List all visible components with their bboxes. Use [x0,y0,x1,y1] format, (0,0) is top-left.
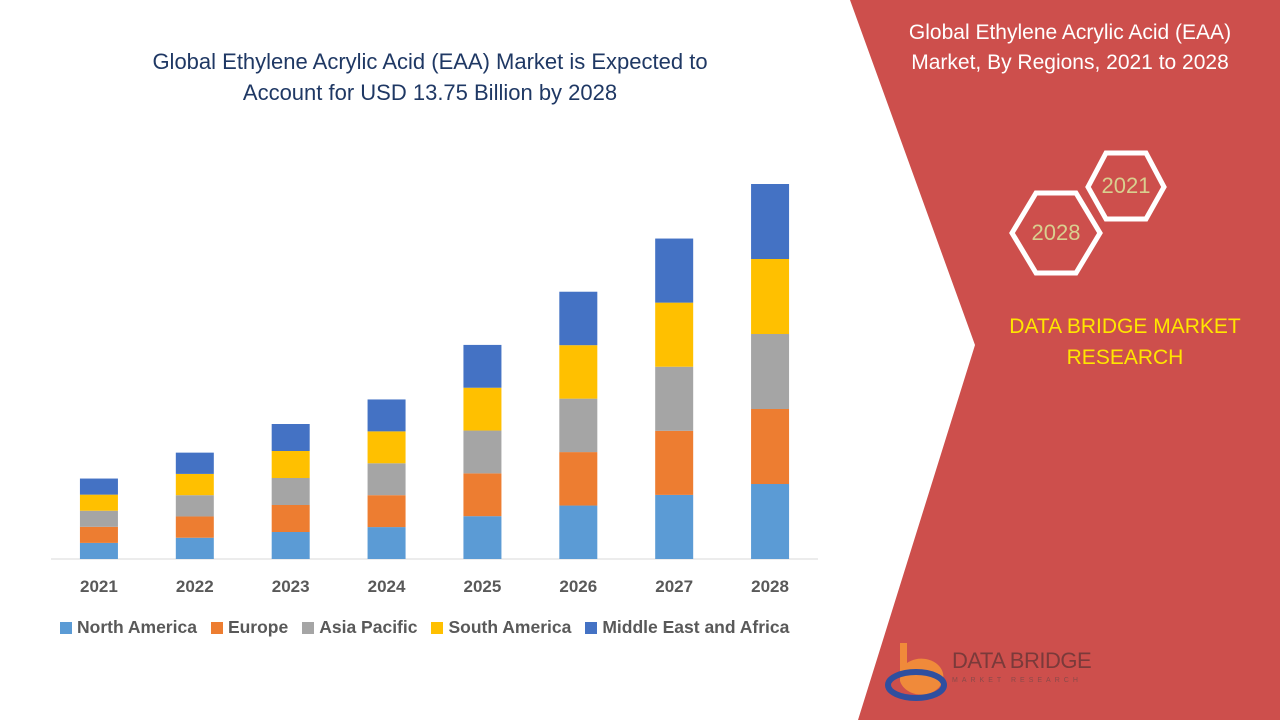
bar-segment-south-america-2026 [559,345,598,399]
legend-item: Europe [210,617,289,638]
legend-swatch [585,621,598,634]
legend-label: Europe [227,617,289,637]
bar-segment-middle-east-and-africa-2021 [79,478,118,495]
legend-item: South America [431,617,571,638]
bar-segment-middle-east-and-africa-2025 [463,344,502,388]
chart-legend: North America Europe Asia Pacific South Ame… [60,617,789,638]
bar-segment-europe-2028 [751,409,790,484]
legend-item: Middle East and Africa [585,617,789,638]
side-title-line-1: Global Ethylene Acrylic Acid (EAA) [908,21,1232,44]
red-side-panel [850,0,1280,720]
title-line-1: Global Ethylene Acrylic Acid (EAA) Marke… [152,49,708,74]
x-tick-label: 2027 [655,577,693,596]
x-tick-label: 2023 [272,577,310,596]
hexagon-2028 [1009,190,1103,276]
hex-label-2028: 2028 [1031,220,1081,245]
legend-label: Asia Pacific [319,617,418,637]
legend-item: North America [60,617,197,638]
bar-segment-europe-2024 [367,495,406,528]
bar-segment-south-america-2025 [463,387,502,431]
brand-text: DATA BRIDGE MARKET RESEARCH [975,311,1275,373]
bar-segment-asia-pacific-2025 [463,430,502,474]
bar-segment-north-america-2028 [751,484,790,559]
side-title: Global Ethylene Acrylic Acid (EAA) Marke… [870,18,1270,78]
x-tick-label: 2025 [464,577,502,596]
bar-segment-middle-east-and-africa-2028 [751,184,790,259]
bar-segment-north-america-2023 [271,532,310,559]
bar-segment-middle-east-and-africa-2022 [175,452,214,474]
bar-segment-south-america-2024 [367,431,406,464]
bar-segment-north-america-2026 [559,505,598,559]
chart-title: Global Ethylene Acrylic Acid (EAA) Marke… [60,46,800,108]
bar-segment-north-america-2024 [367,527,406,559]
bar-segment-north-america-2021 [79,542,118,559]
side-title-line-2: Market, By Regions, 2021 to 2028 [911,51,1229,74]
logo-icon [885,643,947,701]
chart-plot-area: 2021 2022 2023 2024 2025 2026 2027 2028 [51,184,818,596]
bar-segment-asia-pacific-2022 [175,495,214,517]
bar-segment-asia-pacific-2023 [271,478,310,505]
logo-subtext: MARKET RESEARCH [952,677,1082,684]
bar-segment-europe-2021 [79,526,118,543]
x-tick-label: 2024 [368,577,406,596]
bar-segment-asia-pacific-2028 [751,334,790,409]
bar-segment-europe-2027 [655,430,694,495]
legend-label: South America [448,617,572,637]
legend-swatch [210,621,223,634]
bar-segment-south-america-2028 [751,259,790,334]
x-tick-label: 2021 [80,577,118,596]
legend-swatch [60,621,72,634]
bar-segment-asia-pacific-2021 [79,510,118,527]
logo-text: DATA BRIDGE [952,648,1092,673]
bar-segment-south-america-2022 [175,473,214,496]
hexagon-2021 [1085,150,1167,222]
x-tick-label: 2022 [176,577,214,596]
legend-label: North America [77,617,197,637]
bar-segment-north-america-2022 [175,537,214,559]
bar-segment-europe-2026 [559,452,598,506]
bar-segment-middle-east-and-africa-2023 [271,424,310,451]
legend-swatch [431,621,444,634]
brand-line-2: RESEARCH [1066,346,1184,369]
hex-label-2021: 2021 [1101,173,1151,198]
x-tick-label: 2026 [559,577,597,596]
legend-item: Asia Pacific [302,617,417,638]
legend-swatch [302,621,315,634]
bar-segment-europe-2023 [271,505,310,532]
legend-label: Middle East and Africa [602,617,790,637]
bar-segment-south-america-2023 [271,451,310,478]
bar-segment-europe-2025 [463,473,502,517]
bar-segment-middle-east-and-africa-2024 [367,399,406,432]
bar-segment-asia-pacific-2027 [655,366,694,431]
bar-segment-north-america-2025 [463,516,502,559]
bar-segment-asia-pacific-2024 [367,463,406,496]
brand-line-1: DATA BRIDGE MARKET [1009,315,1241,338]
bar-segment-asia-pacific-2026 [559,398,598,453]
bar-segment-europe-2022 [175,516,214,538]
bar-segment-south-america-2021 [79,494,118,511]
title-line-2: Account for USD 13.75 Billion by 2028 [242,80,618,105]
bar-segment-south-america-2027 [655,302,694,367]
x-tick-label: 2028 [751,577,789,596]
bar-segment-north-america-2027 [655,494,694,559]
bar-segment-middle-east-and-africa-2026 [559,291,598,346]
bar-segment-middle-east-and-africa-2027 [655,238,694,303]
